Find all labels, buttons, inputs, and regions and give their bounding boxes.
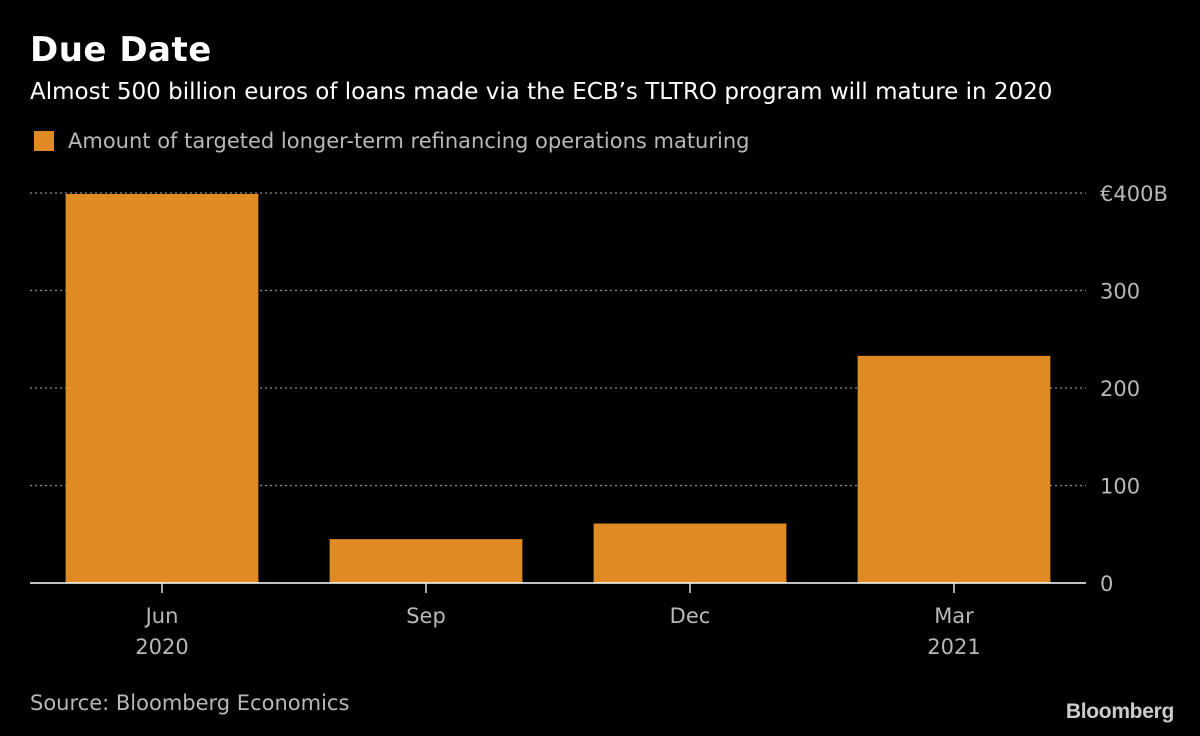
- legend-label: Amount of targeted longer-term refinanci…: [68, 129, 750, 153]
- legend-swatch: [34, 131, 54, 151]
- y-tick-label: 0: [1100, 572, 1113, 596]
- y-tick-label: €400B: [1100, 182, 1168, 206]
- x-tick-label: Sep: [406, 604, 446, 628]
- y-tick-label: 300: [1100, 280, 1140, 304]
- legend: Amount of targeted longer-term refinanci…: [34, 126, 749, 156]
- chart-subtitle: Almost 500 billion euros of loans made v…: [30, 79, 1053, 105]
- x-tick-sublabel: 2021: [927, 635, 980, 659]
- x-tick-sublabel: 2020: [135, 635, 188, 659]
- bar: [857, 355, 1051, 583]
- bars: [65, 193, 1051, 583]
- source-note: Source: Bloomberg Economics: [30, 691, 350, 715]
- bar: [593, 523, 787, 583]
- chart-title: Due Date: [30, 30, 212, 70]
- axes: 0 100 200 300 €400B Jun 2020 Sep Dec Mar 2021: [30, 182, 1168, 659]
- x-tick-label: Jun: [144, 604, 179, 628]
- bloomberg-logo: Bloomberg: [1065, 700, 1174, 723]
- y-tick-label: 100: [1100, 475, 1140, 499]
- x-tick-label: Dec: [670, 604, 711, 628]
- bar: [329, 539, 523, 583]
- x-tick-label: Mar: [934, 604, 974, 628]
- y-tick-label: 200: [1100, 377, 1140, 401]
- bar: [65, 193, 259, 583]
